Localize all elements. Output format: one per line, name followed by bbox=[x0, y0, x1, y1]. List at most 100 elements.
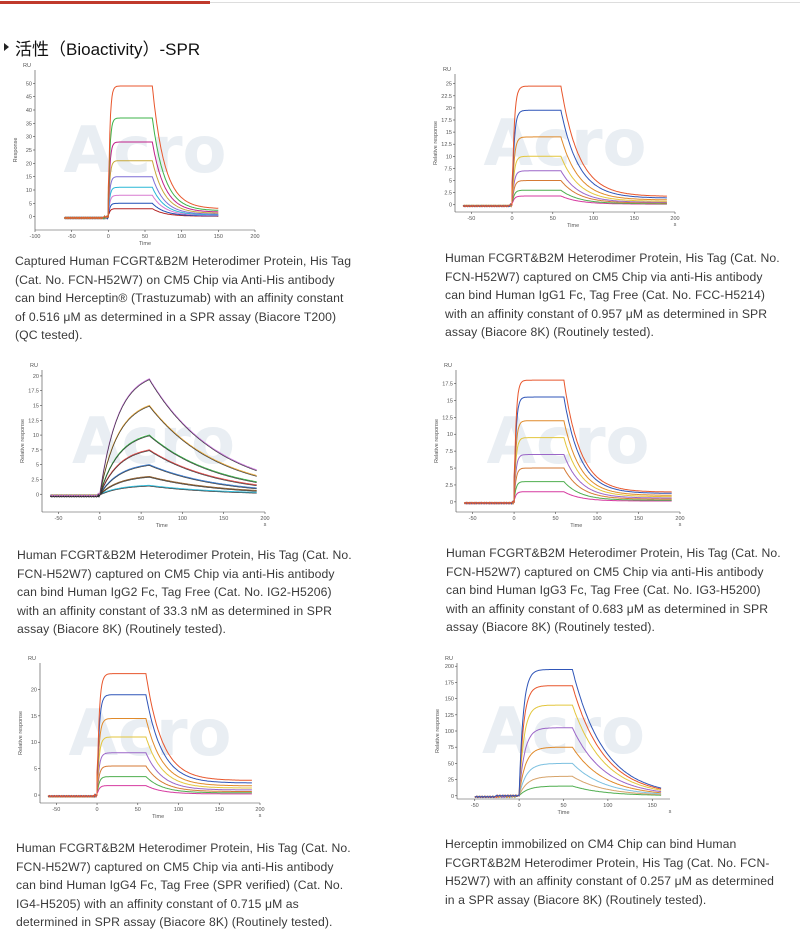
chart-panel-6: Acro 0 25 50 75 100 125 150 175 200 -50 0 50 100 150 RU… bbox=[425, 655, 690, 825]
y-tick-label: 12.5 bbox=[442, 415, 453, 421]
y-axis-title: Relative response bbox=[18, 711, 24, 755]
x-tick-label: 0 bbox=[96, 807, 99, 813]
y-tick-label: 7.5 bbox=[445, 449, 453, 455]
watermark-text: Acro bbox=[484, 107, 647, 181]
y-tick-label: 20 bbox=[31, 687, 37, 693]
x-tick-label: 150 bbox=[219, 516, 228, 522]
chart-panel-4: Acro 0 2.5 5 7.5 10 12.5 15 17.5 -50 0 50 100 150 200 R… bbox=[428, 362, 690, 532]
chart-caption-6: Herceptin immobilized on CM4 Chip can bi… bbox=[445, 837, 774, 907]
unit-label: RU bbox=[443, 67, 451, 73]
spr-chart-3: Acro 0 2.5 5 7.5 10 12.5 15 17.5 20 -50 0 50 100 150 20… bbox=[20, 363, 270, 529]
y-tick-label: 175 bbox=[445, 680, 454, 686]
watermark-text: Acro bbox=[482, 695, 645, 769]
y-tick-label: 7.5 bbox=[444, 166, 452, 172]
y-tick-label: 0 bbox=[29, 215, 32, 221]
x-tick-label: 50 bbox=[552, 516, 558, 522]
chart-panel-5: Acro 0 5 10 15 20 -50 0 50 100 150 200 RU Time s Relati… bbox=[15, 655, 275, 825]
y-tick-label: 50 bbox=[448, 761, 454, 767]
y-tick-label: 25 bbox=[448, 778, 454, 784]
y-axis-title: Relative response bbox=[433, 121, 439, 165]
x-axis-unit: s bbox=[669, 809, 672, 815]
y-tick-label: 45 bbox=[26, 95, 32, 101]
x-tick-label: 50 bbox=[135, 807, 141, 813]
x-axis-title: Time bbox=[156, 523, 168, 529]
watermark-text: Acro bbox=[64, 114, 227, 188]
chart-panel-2: Acro 0 2.5 5 7.5 10 12.5 15 17.5 20 22.5 25 -50 0 50 10… bbox=[425, 62, 695, 237]
section-heading: 活性（Bioactivity）-SPR bbox=[0, 36, 200, 59]
chart-caption-1: Captured Human FCGRT&B2M Heterodimer Pro… bbox=[15, 254, 352, 343]
series-line-c7 bbox=[64, 194, 219, 220]
x-tick-label: 50 bbox=[142, 234, 148, 240]
y-tick-label: 5 bbox=[450, 466, 453, 472]
x-tick-label: 100 bbox=[177, 234, 186, 240]
y-tick-label: 0 bbox=[36, 492, 39, 498]
y-tick-label: 15 bbox=[26, 175, 32, 181]
x-axis-unit: s bbox=[674, 222, 677, 228]
x-tick-label: 50 bbox=[560, 803, 566, 809]
unit-label: RU bbox=[445, 656, 453, 662]
y-tick-label: 35 bbox=[26, 121, 32, 127]
y-tick-label: 5 bbox=[29, 201, 32, 207]
top-divider bbox=[0, 2, 800, 3]
x-axis-unit: s bbox=[264, 522, 267, 528]
y-tick-label: 5 bbox=[449, 179, 452, 185]
y-tick-label: 2.5 bbox=[445, 483, 453, 489]
unit-label: RU bbox=[28, 656, 36, 662]
y-tick-label: 15 bbox=[447, 398, 453, 404]
x-axis-title: Time bbox=[570, 523, 582, 529]
y-tick-label: 0 bbox=[450, 500, 453, 506]
x-tick-label: 200 bbox=[670, 216, 679, 222]
x-tick-label: 200 bbox=[255, 807, 264, 813]
series-line-c1 bbox=[462, 85, 667, 208]
series-line-c1 bbox=[463, 379, 672, 505]
chart-panel-3: Acro 0 2.5 5 7.5 10 12.5 15 17.5 20 -50 0 50 100 150 20… bbox=[20, 362, 280, 532]
x-tick-label: -50 bbox=[52, 807, 60, 813]
y-axis-title: Relative response bbox=[434, 419, 440, 463]
x-tick-label: -50 bbox=[68, 234, 76, 240]
y-axis-title: Relative response bbox=[20, 419, 26, 463]
chart-caption-4: Human FCGRT&B2M Heterodimer Protein, His… bbox=[446, 546, 781, 635]
series-line-c1 bbox=[47, 673, 252, 798]
spr-chart-1: Acro 0 5 10 15 20 25 30 35 40 45 50 -100 -50 0 50 100 150… bbox=[13, 63, 260, 247]
y-tick-label: 0 bbox=[451, 794, 454, 800]
unit-label: RU bbox=[30, 363, 38, 369]
x-tick-label: 150 bbox=[214, 234, 223, 240]
x-tick-label: 100 bbox=[178, 516, 187, 522]
series-line-c2 bbox=[49, 404, 257, 497]
y-tick-label: 5 bbox=[36, 463, 39, 469]
y-tick-label: 40 bbox=[26, 108, 32, 114]
y-tick-label: 0 bbox=[449, 203, 452, 209]
x-axis-title: Time bbox=[152, 814, 164, 820]
y-tick-label: 17.5 bbox=[28, 389, 39, 395]
x-tick-label: 50 bbox=[550, 216, 556, 222]
y-tick-label: 0 bbox=[34, 793, 37, 799]
x-axis-title: Time bbox=[557, 810, 569, 816]
x-tick-label: 200 bbox=[250, 234, 259, 240]
x-tick-label: 150 bbox=[215, 807, 224, 813]
y-tick-label: 10 bbox=[33, 433, 39, 439]
y-axis-title: Relative response bbox=[435, 709, 441, 753]
x-tick-label: 0 bbox=[98, 516, 101, 522]
y-tick-label: 20 bbox=[26, 161, 32, 167]
x-tick-label: 150 bbox=[634, 516, 643, 522]
series-line-c1 bbox=[474, 669, 662, 799]
y-tick-label: 12.5 bbox=[28, 418, 39, 424]
x-tick-label: -100 bbox=[29, 234, 40, 240]
watermark-text: Acro bbox=[72, 405, 235, 479]
y-tick-label: 25 bbox=[446, 82, 452, 88]
y-tick-label: 20 bbox=[33, 374, 39, 380]
y-tick-label: 100 bbox=[445, 729, 454, 735]
x-tick-label: 200 bbox=[675, 516, 684, 522]
series-line-c7 bbox=[462, 189, 667, 208]
chart-caption-2: Human FCGRT&B2M Heterodimer Protein, His… bbox=[445, 251, 780, 340]
spr-chart-6: Acro 0 25 50 75 100 125 150 175 200 -50 0 50 100 150 RU… bbox=[435, 656, 672, 816]
y-tick-label: 50 bbox=[26, 81, 32, 87]
chart-caption-3: Human FCGRT&B2M Heterodimer Protein, His… bbox=[17, 548, 352, 637]
series-line-c8 bbox=[462, 195, 667, 208]
x-axis-title: Time bbox=[567, 223, 579, 229]
y-tick-label: 5 bbox=[34, 767, 37, 773]
y-tick-label: 75 bbox=[448, 745, 454, 751]
y-tick-label: 150 bbox=[445, 697, 454, 703]
y-tick-label: 17.5 bbox=[442, 382, 453, 388]
